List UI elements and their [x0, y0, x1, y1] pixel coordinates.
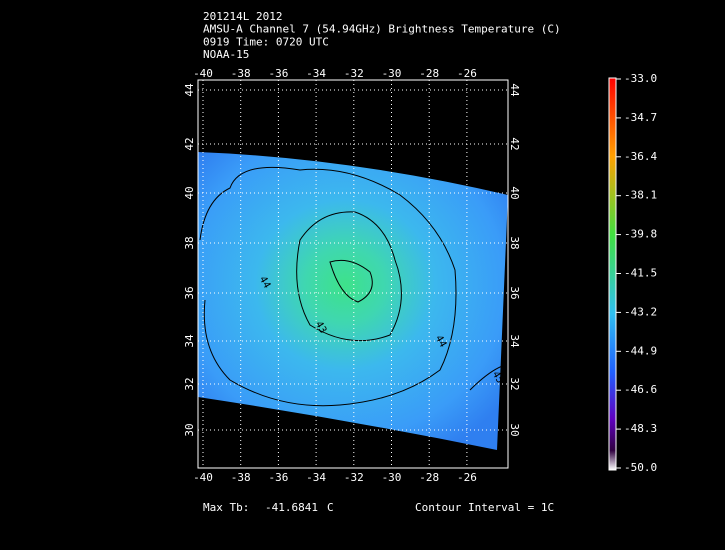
max-label: Max Tb: [203, 501, 249, 514]
contour-label: 43 [313, 320, 329, 336]
lat-label-right: 42 [508, 137, 521, 150]
lat-label-left: 38 [183, 236, 196, 249]
lon-label-top: -28 [419, 67, 439, 80]
lon-label-top: -32 [344, 67, 364, 80]
lat-label-left: 44 [183, 83, 196, 97]
colorbar-label: -44.9 [624, 344, 657, 357]
colorbar-label: -38.1 [624, 189, 657, 202]
colorbar-label: -43.2 [624, 305, 657, 318]
max-value: -41.6841 [265, 501, 318, 514]
lon-label-bottom: -40 [193, 471, 213, 484]
lat-label-right: 44 [508, 83, 521, 97]
colorbar-label: -33.0 [624, 72, 657, 85]
lat-label-right: 38 [508, 236, 521, 249]
colorbar [608, 77, 617, 471]
lon-label-bottom: -26 [457, 471, 477, 484]
lat-label-left: 30 [183, 423, 196, 436]
colorbar-label: -39.8 [624, 228, 657, 241]
lat-label-right: 30 [508, 423, 521, 436]
lat-label-right: 36 [508, 286, 521, 299]
header-line: NOAA-15 [203, 48, 249, 61]
header-line: 201214L 2012 [203, 10, 282, 23]
lon-label-top: -26 [457, 67, 477, 80]
colorbar-label: -36.4 [624, 150, 657, 163]
lon-label-top: -34 [306, 67, 326, 80]
colorbar-label: -48.3 [624, 422, 657, 435]
lon-label-bottom: -28 [419, 471, 439, 484]
lat-label-right: 32 [508, 377, 521, 390]
lon-label-top: -38 [231, 67, 251, 80]
lat-label-right: 34 [508, 334, 521, 348]
lat-label-left: 42 [183, 137, 196, 150]
lon-label-top: -40 [193, 67, 213, 80]
brightness-swath [198, 152, 508, 450]
lon-label-bottom: -32 [344, 471, 364, 484]
contour-label: 44 [257, 275, 273, 291]
colorbar-label: -41.5 [624, 267, 657, 280]
contour-interval: Contour Interval = 1C [415, 501, 554, 514]
lat-label-left: 40 [183, 186, 196, 199]
contour-label: 45 [490, 370, 506, 386]
colorbar-label: -50.0 [624, 461, 657, 474]
lat-label-left: 34 [183, 334, 196, 348]
colorbar-label: -46.6 [624, 383, 657, 396]
contours [199, 166, 506, 407]
colorbar-label: -34.7 [624, 111, 657, 124]
header-line: AMSU-A Channel 7 (54.94GHz) Brightness T… [203, 23, 561, 36]
lon-label-bottom: -30 [382, 471, 402, 484]
lon-label-bottom: -36 [268, 471, 288, 484]
lat-label-left: 32 [183, 377, 196, 390]
lon-label-bottom: -34 [306, 471, 326, 484]
max-unit: C [327, 501, 334, 514]
contour-label: 44 [433, 334, 449, 350]
lon-label-bottom: -38 [231, 471, 251, 484]
header-line: 0919 Time: 0720 UTC [203, 35, 329, 48]
lon-label-top: -30 [382, 67, 402, 80]
lon-label-top: -36 [268, 67, 288, 80]
lat-label-right: 40 [508, 186, 521, 199]
map-frame [197, 79, 509, 469]
lat-label-left: 36 [183, 286, 196, 299]
